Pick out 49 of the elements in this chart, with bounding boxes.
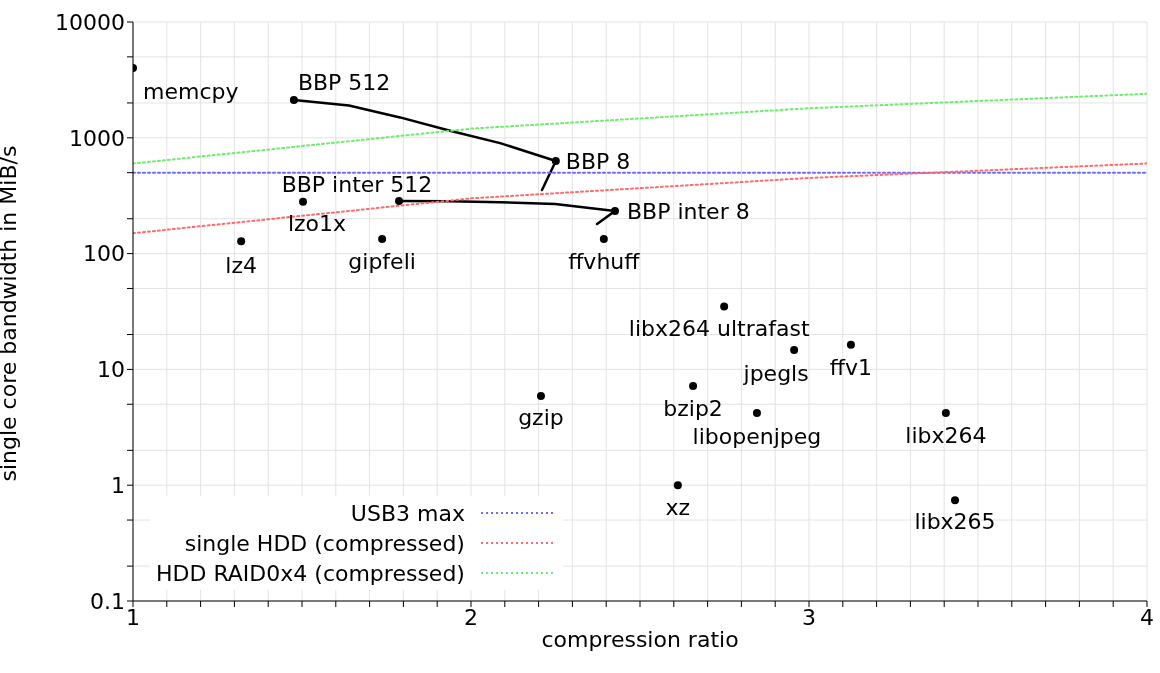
annotation: BBP inter 8 bbox=[626, 198, 750, 224]
point bbox=[720, 302, 729, 311]
annotation: xz bbox=[665, 494, 691, 520]
y-tick-label: 1000 bbox=[69, 125, 125, 151]
annotation: BBP inter 512 bbox=[281, 171, 433, 197]
y-tick-label: 10 bbox=[97, 357, 125, 383]
point bbox=[551, 157, 560, 166]
x-tick-label: 4 bbox=[1140, 604, 1154, 630]
point bbox=[378, 234, 387, 243]
y-tick-label: 10000 bbox=[55, 9, 125, 35]
annotation: jpegls bbox=[742, 360, 809, 386]
annotation: bzip2 bbox=[663, 396, 723, 422]
point bbox=[846, 340, 855, 349]
annotation: lz4 bbox=[225, 252, 257, 278]
point bbox=[941, 409, 950, 418]
annotation: libx264 ultrafast bbox=[628, 315, 810, 341]
annotation: libopenjpeg bbox=[692, 423, 822, 449]
point bbox=[536, 391, 545, 400]
point bbox=[673, 481, 682, 490]
point bbox=[610, 207, 619, 216]
legend-label: HDD RAID0x4 (compressed) bbox=[156, 560, 465, 586]
annotation: lzo1x bbox=[287, 211, 347, 237]
annotation: BBP 8 bbox=[565, 148, 631, 174]
point bbox=[752, 409, 761, 418]
legend-label: single HDD (compressed) bbox=[184, 530, 465, 556]
annotation: BBP 512 bbox=[297, 69, 391, 95]
annotation: ffvhuff bbox=[568, 249, 641, 275]
point bbox=[299, 197, 308, 206]
annotation: ffv1 bbox=[829, 355, 873, 381]
legend-label: USB3 max bbox=[350, 500, 465, 526]
y-tick-label: 100 bbox=[83, 241, 125, 267]
annotation: gipfeli bbox=[348, 249, 416, 275]
point bbox=[395, 197, 404, 206]
x-axis-title: compression ratio bbox=[541, 627, 739, 652]
point bbox=[237, 237, 246, 246]
point bbox=[289, 96, 298, 105]
y-tick-label: 0.1 bbox=[90, 588, 125, 614]
y-tick-label: 1 bbox=[111, 473, 125, 499]
y-axis-title: single core bandwidth in MiB/s bbox=[0, 145, 21, 482]
annotation: memcpy bbox=[143, 78, 239, 104]
point bbox=[599, 234, 608, 243]
annotation: libx265 bbox=[914, 508, 996, 534]
annotation: libx264 bbox=[905, 422, 987, 448]
point bbox=[951, 496, 960, 505]
x-tick-label: 2 bbox=[464, 604, 478, 630]
x-tick-label: 3 bbox=[802, 604, 816, 630]
annotation: gzip bbox=[518, 405, 564, 431]
point bbox=[790, 346, 799, 355]
point bbox=[689, 381, 698, 390]
